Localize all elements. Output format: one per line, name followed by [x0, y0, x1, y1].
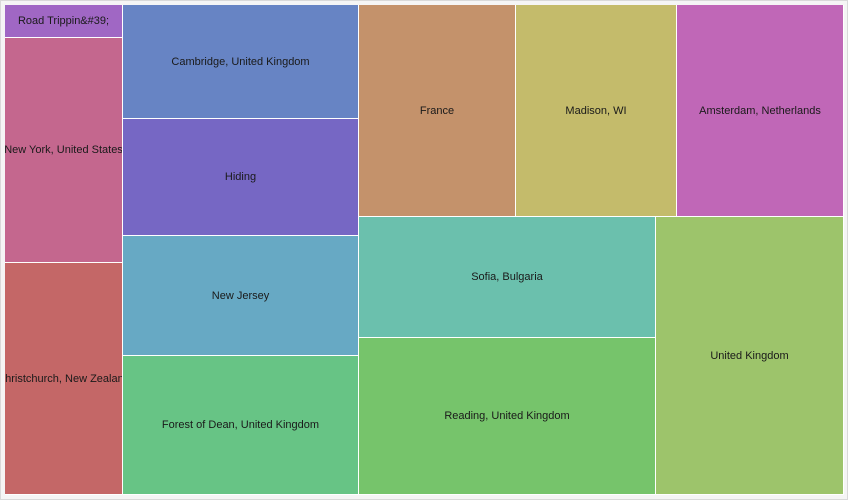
treemap-tile-label: Sofia, Bulgaria	[471, 271, 543, 283]
treemap-tile[interactable]: United Kingdom	[656, 217, 844, 495]
treemap-tile[interactable]: France	[359, 5, 516, 217]
treemap-tile-label: Amsterdam, Netherlands	[699, 104, 821, 117]
treemap-tile[interactable]: Road Trippin&#39;	[5, 5, 123, 38]
treemap-tile[interactable]: Reading, United Kingdom	[359, 338, 656, 495]
treemap-tile-label: United Kingdom	[710, 349, 789, 362]
treemap-tile-label: New Jersey	[211, 289, 270, 302]
treemap-tile-label: Hiding	[224, 171, 257, 183]
treemap-tile-label: Road Trippin&#39;	[17, 15, 110, 27]
treemap-tile[interactable]: Sofia, Bulgaria	[359, 217, 656, 338]
treemap-tile-label: Forest of Dean, United Kingdom	[161, 419, 320, 431]
treemap-tile[interactable]: Forest of Dean, United Kingdom	[123, 356, 359, 495]
treemap-tile[interactable]: Christchurch, New Zealand	[5, 263, 123, 495]
treemap-tile[interactable]: New Jersey	[123, 236, 359, 356]
treemap-tile[interactable]: Madison, WI	[516, 5, 677, 217]
treemap-tile-label: Cambridge, United Kingdom	[171, 55, 310, 68]
treemap-tile[interactable]: Amsterdam, Netherlands	[677, 5, 844, 217]
treemap-tile-label: France	[419, 104, 455, 117]
treemap-tile-label: Madison, WI	[565, 104, 627, 117]
treemap-tile-label: Christchurch, New Zealand	[5, 372, 122, 385]
treemap-tile-label: Reading, United Kingdom	[444, 410, 570, 422]
treemap-tile[interactable]: Hiding	[123, 119, 359, 236]
treemap-tile[interactable]: Cambridge, United Kingdom	[123, 5, 359, 119]
treemap-tile[interactable]: New York, United States	[5, 38, 123, 263]
treemap-tile-label: New York, United States	[5, 144, 123, 156]
